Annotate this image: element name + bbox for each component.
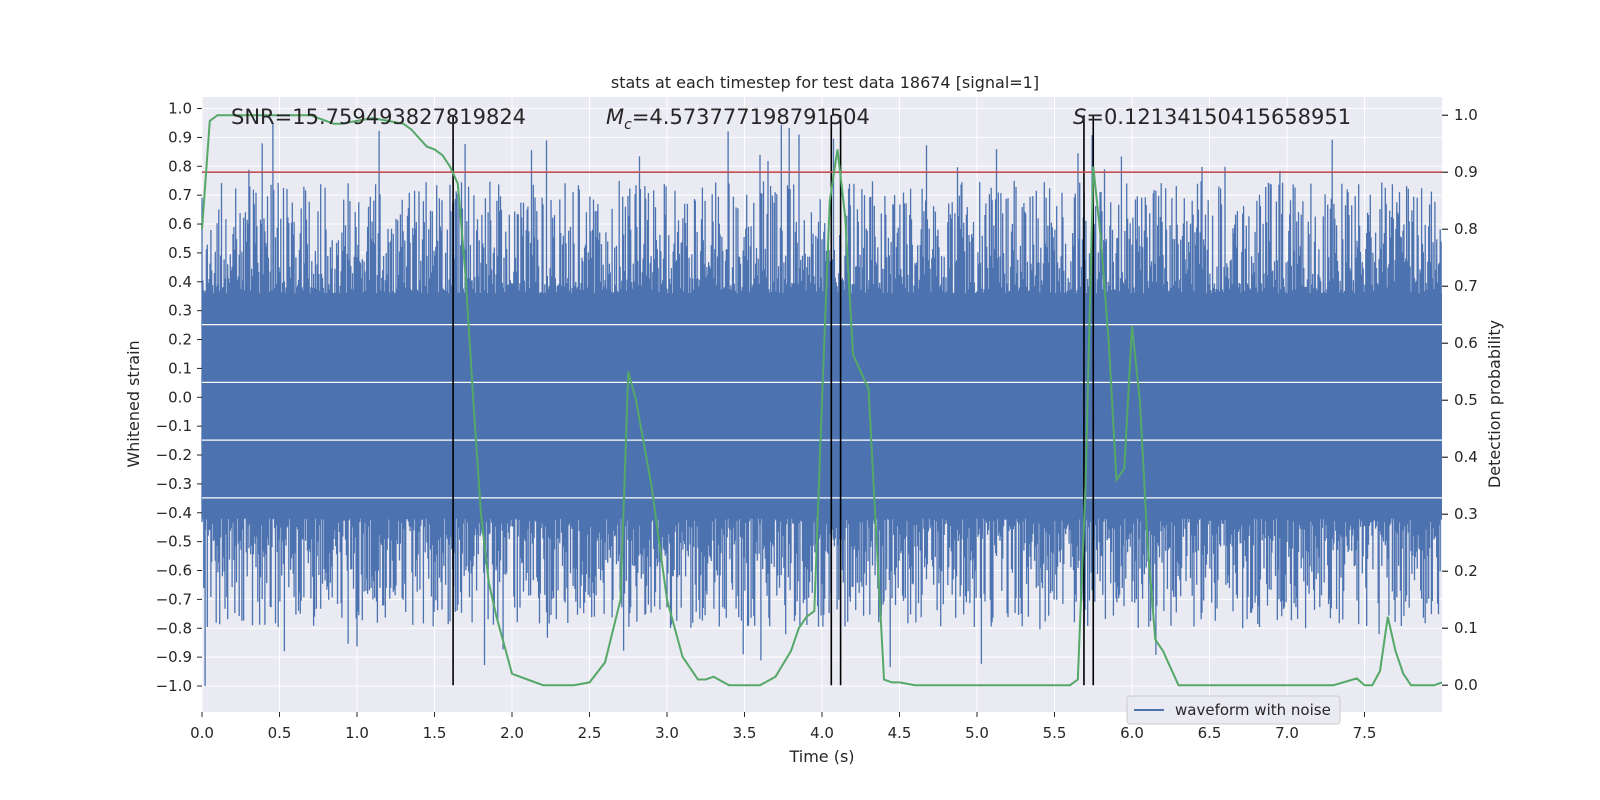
y-left-tick-label-5: 0.5	[168, 244, 192, 262]
y-right-tick-label-0: 1.0	[1454, 106, 1478, 124]
x-tick-label-0: 0.0	[190, 724, 214, 742]
x-tick-label-14: 7.0	[1275, 724, 1299, 742]
strain-trace	[201, 123, 1442, 686]
y-right-axis-ticks: 1.0 0.9 0.8 0.7 0.6 0.5 0.4 0.3 0.2 0.1 0.0	[1442, 106, 1478, 694]
chirp-mass-symbol: M	[606, 105, 624, 129]
y-left-tick-label-19: −0.9	[156, 648, 192, 666]
x-tick-label-5: 2.5	[578, 724, 602, 742]
waveform-with-noise-series	[201, 123, 1442, 686]
chart-title: stats at each timestep for test data 186…	[611, 73, 1039, 92]
y-right-tick-label-5: 0.5	[1454, 391, 1478, 409]
x-tick-label-4: 2.0	[500, 724, 524, 742]
chirp-mass-value: =4.573777198791504	[632, 105, 870, 129]
y-right-tick-label-10: 0.0	[1454, 676, 1478, 694]
y-left-tick-label-18: −0.8	[156, 619, 192, 637]
y-left-tick-label-13: −0.3	[156, 475, 192, 493]
x-axis-ticks: 0.0 0.5 1.0 1.5 2.0 2.5 3.0 3.5 4.0 4.5 5.0 5.5 6.0 6…	[190, 712, 1376, 742]
chirp-mass-subscript: c	[624, 117, 632, 133]
snr-annotation: SNR=15.759493827819824	[231, 105, 526, 129]
y-right-tick-label-7: 0.3	[1454, 505, 1478, 523]
x-tick-label-2: 1.0	[345, 724, 369, 742]
y-left-tick-label-6: 0.4	[168, 273, 192, 291]
y-right-tick-label-1: 0.9	[1454, 163, 1478, 181]
x-tick-label-10: 5.0	[965, 724, 989, 742]
legend-label: waveform with noise	[1175, 701, 1331, 719]
y-left-tick-label-7: 0.3	[168, 302, 192, 320]
y-left-tick-label-0: 1.0	[168, 100, 192, 118]
y-left-tick-label-15: −0.5	[156, 533, 192, 551]
y-right-tick-label-9: 0.1	[1454, 619, 1478, 637]
y-left-tick-label-11: −0.1	[156, 417, 192, 435]
y-left-tick-label-2: 0.8	[168, 157, 192, 175]
x-tick-label-13: 6.5	[1198, 724, 1222, 742]
detection-probability-series	[201, 114, 1443, 687]
y-left-tick-label-10: 0.0	[168, 388, 192, 406]
y-left-tick-label-20: −1.0	[156, 677, 192, 695]
y-left-tick-label-8: 0.2	[168, 331, 192, 349]
y-left-axis-label: Whitened strain	[124, 340, 143, 467]
y-left-tick-label-4: 0.6	[168, 215, 192, 233]
y-right-tick-label-4: 0.6	[1454, 334, 1478, 352]
y-right-tick-label-3: 0.7	[1454, 277, 1478, 295]
s-annotation: S=0.12134150415658951	[1073, 105, 1351, 129]
y-left-tick-label-16: −0.6	[156, 562, 192, 580]
x-tick-label-9: 4.5	[888, 724, 912, 742]
legend-box	[1126, 695, 1341, 725]
x-axis-label: Time (s)	[788, 747, 854, 766]
legend: waveform with noise	[1126, 695, 1341, 725]
y-right-tick-label-8: 0.2	[1454, 562, 1478, 580]
x-tick-label-11: 5.5	[1043, 724, 1067, 742]
x-tick-label-3: 1.5	[423, 724, 447, 742]
y-left-tick-label-9: 0.1	[168, 359, 192, 377]
chirp-mass-annotation: Mc=4.573777198791504	[606, 105, 870, 133]
y-right-tick-label-6: 0.4	[1454, 448, 1478, 466]
x-tick-label-7: 3.5	[733, 724, 757, 742]
y-left-axis-ticks: 1.0 0.9 0.8 0.7 0.6 0.5 0.4 0.3 0.2 0.1 0.0 −0.1 −0.…	[156, 100, 202, 695]
y-left-tick-label-17: −0.7	[156, 590, 192, 608]
s-value: =0.12134150415658951	[1086, 105, 1351, 129]
y-left-tick-label-12: −0.2	[156, 446, 192, 464]
vertical-markers	[452, 115, 1095, 686]
y-right-axis-label: Detection probability	[1485, 320, 1504, 488]
s-symbol: S	[1073, 105, 1086, 129]
x-tick-label-8: 4.0	[810, 724, 834, 742]
detection-probability-line	[201, 114, 1443, 687]
x-tick-label-6: 3.0	[655, 724, 679, 742]
y-left-tick-label-1: 0.9	[168, 128, 192, 146]
x-tick-label-1: 0.5	[268, 724, 292, 742]
y-right-tick-label-2: 0.8	[1454, 220, 1478, 238]
y-left-tick-label-3: 0.7	[168, 186, 192, 204]
y-left-tick-label-14: −0.4	[156, 504, 192, 522]
x-tick-label-15: 7.5	[1353, 724, 1377, 742]
x-tick-label-12: 6.0	[1120, 724, 1144, 742]
